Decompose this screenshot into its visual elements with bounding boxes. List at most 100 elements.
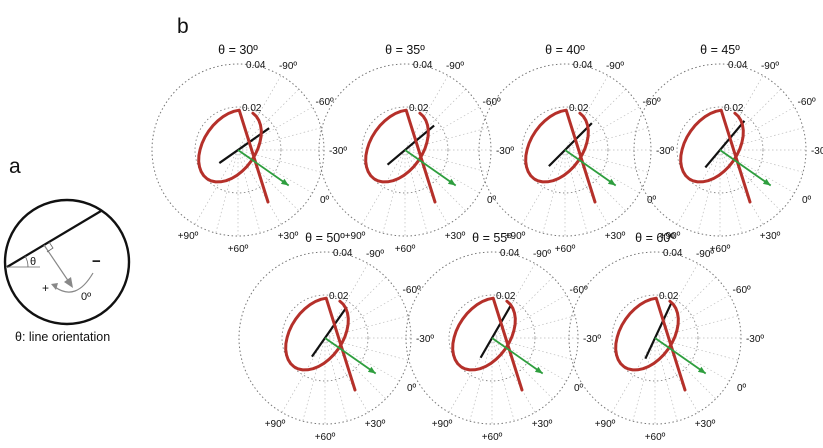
zero-label: 0º xyxy=(81,291,91,303)
angle-label: -90º xyxy=(446,61,464,72)
radial-tick-outer: 0.04 xyxy=(333,248,353,259)
mean-vector-head xyxy=(280,178,289,186)
angle-label: +90º xyxy=(345,231,366,242)
theta-symbol: θ xyxy=(30,256,36,268)
grid-spoke xyxy=(281,337,326,413)
outer-grid-circle xyxy=(318,63,492,237)
panel-a: a θ − + 0º θ: line orientation xyxy=(3,155,131,344)
panel-b-label: b xyxy=(177,15,189,38)
angle-label: -60º xyxy=(570,285,588,296)
outer-grid-circle xyxy=(151,63,325,237)
angle-label: +90º xyxy=(432,419,453,430)
panel-a-caption: θ: line orientation xyxy=(15,330,110,344)
angle-label: 0º xyxy=(737,383,747,394)
angle-label: +30º xyxy=(760,231,781,242)
mean-vector-head xyxy=(447,178,456,186)
radial-tick-inner: 0.02 xyxy=(496,291,516,302)
radial-tick-inner: 0.02 xyxy=(242,103,262,114)
angle-label: 0º xyxy=(487,195,497,206)
grid-spoke xyxy=(302,337,326,422)
angle-label: 0º xyxy=(574,383,584,394)
grid-spoke xyxy=(382,149,406,234)
plot-title: θ = 35º xyxy=(385,43,425,57)
plot-title: θ = 50º xyxy=(305,231,345,245)
polar-plot-45: θ = 45º 0.02 0.04 -90º -60º -30º 0º +30º +60º +90… xyxy=(633,43,823,255)
angle-label: +90º xyxy=(660,231,681,242)
radial-tick-outer: 0.04 xyxy=(413,60,433,71)
angle-label: +90º xyxy=(595,419,616,430)
angle-label: +60º xyxy=(482,432,503,443)
outer-grid-circle xyxy=(478,63,652,237)
polar-plots: θ = 30º 0.02 0.04 -90º -60º -30º 0º +30º +60º +90… xyxy=(151,43,823,443)
radial-tick-inner: 0.02 xyxy=(329,291,349,302)
angle-label: -60º xyxy=(733,285,751,296)
angle-label: +30º xyxy=(605,231,626,242)
angle-label: -90º xyxy=(279,61,297,72)
radial-tick-outer: 0.04 xyxy=(573,60,593,71)
mean-vector-head xyxy=(607,178,616,186)
grid-spoke xyxy=(564,149,640,194)
radial-tick-inner: 0.02 xyxy=(569,103,589,114)
radial-tick-inner: 0.02 xyxy=(409,103,429,114)
mean-vector-head xyxy=(367,366,376,374)
polar-plot-50: θ = 50º 0.02 0.04 -90º -60º -30º 0º +30º +60º +90… xyxy=(238,231,434,443)
grid-spoke xyxy=(324,337,400,382)
angle-label: -60º xyxy=(316,97,334,108)
angle-label: -30º xyxy=(583,334,601,345)
panel-b: b θ = 30º 0.02 0.04 -90º -60º -30º 0º +30º +60º +… xyxy=(151,15,823,443)
line-stimulus xyxy=(6,210,102,268)
grid-spoke xyxy=(194,149,239,225)
angle-label: -30º xyxy=(496,146,514,157)
grid-spoke xyxy=(521,149,566,225)
inner-grid-circle xyxy=(521,106,609,194)
grid-spoke xyxy=(469,337,493,422)
rotation-arrow xyxy=(54,272,94,293)
right-angle-mark xyxy=(46,241,54,253)
inner-grid-circle xyxy=(611,294,699,382)
stimulus-line xyxy=(386,124,435,166)
mean-vector-shaft xyxy=(719,149,772,187)
grid-spoke xyxy=(676,149,721,225)
angle-label: +60º xyxy=(645,432,666,443)
angle-label: 0º xyxy=(407,383,417,394)
stimulus-line xyxy=(704,120,746,169)
mean-vector-head xyxy=(534,366,543,374)
outer-grid-circle xyxy=(238,251,412,425)
radial-tick-outer: 0.04 xyxy=(728,60,748,71)
grid-spoke xyxy=(611,337,656,413)
plot-title: θ = 40º xyxy=(545,43,585,57)
receptive-field-circle xyxy=(3,198,131,326)
inner-grid-circle xyxy=(448,294,536,382)
plot-title: θ = 55º xyxy=(472,231,512,245)
tuning-curve xyxy=(614,296,687,392)
angle-label: -60º xyxy=(403,285,421,296)
mean-vector-shaft xyxy=(654,337,707,375)
polar-plot-60: θ = 60º 0.02 0.04 -90º -60º -30º 0º +30º +60º +90… xyxy=(568,231,764,443)
plot-title: θ = 30º xyxy=(218,43,258,57)
angle-label: -30º xyxy=(811,146,823,157)
plus-sign: + xyxy=(42,281,49,295)
radial-tick-outer: 0.04 xyxy=(663,248,683,259)
angle-label: +60º xyxy=(395,244,416,255)
inner-grid-circle xyxy=(361,106,449,194)
angle-label: +60º xyxy=(555,244,576,255)
tuning-curve xyxy=(451,296,524,392)
grid-spoke xyxy=(491,337,567,382)
angle-label: 0º xyxy=(647,195,657,206)
panel-a-label: a xyxy=(9,155,21,178)
mean-vector-shaft xyxy=(324,337,377,375)
minus-sign: − xyxy=(92,253,101,270)
mean-vector-shaft xyxy=(237,149,290,187)
angle-label: +30º xyxy=(445,231,466,242)
angle-label: 0º xyxy=(802,195,812,206)
angle-label: +30º xyxy=(365,419,386,430)
theta-arc xyxy=(24,255,29,268)
inner-grid-circle xyxy=(281,294,369,382)
mean-vector-shaft xyxy=(404,149,457,187)
stimulus-line xyxy=(311,306,348,358)
angle-label: +90º xyxy=(178,231,199,242)
mean-vector-shaft xyxy=(491,337,544,375)
angle-label: -90º xyxy=(606,61,624,72)
grid-spoke xyxy=(361,149,406,225)
plot-title: θ = 60º xyxy=(635,231,675,245)
